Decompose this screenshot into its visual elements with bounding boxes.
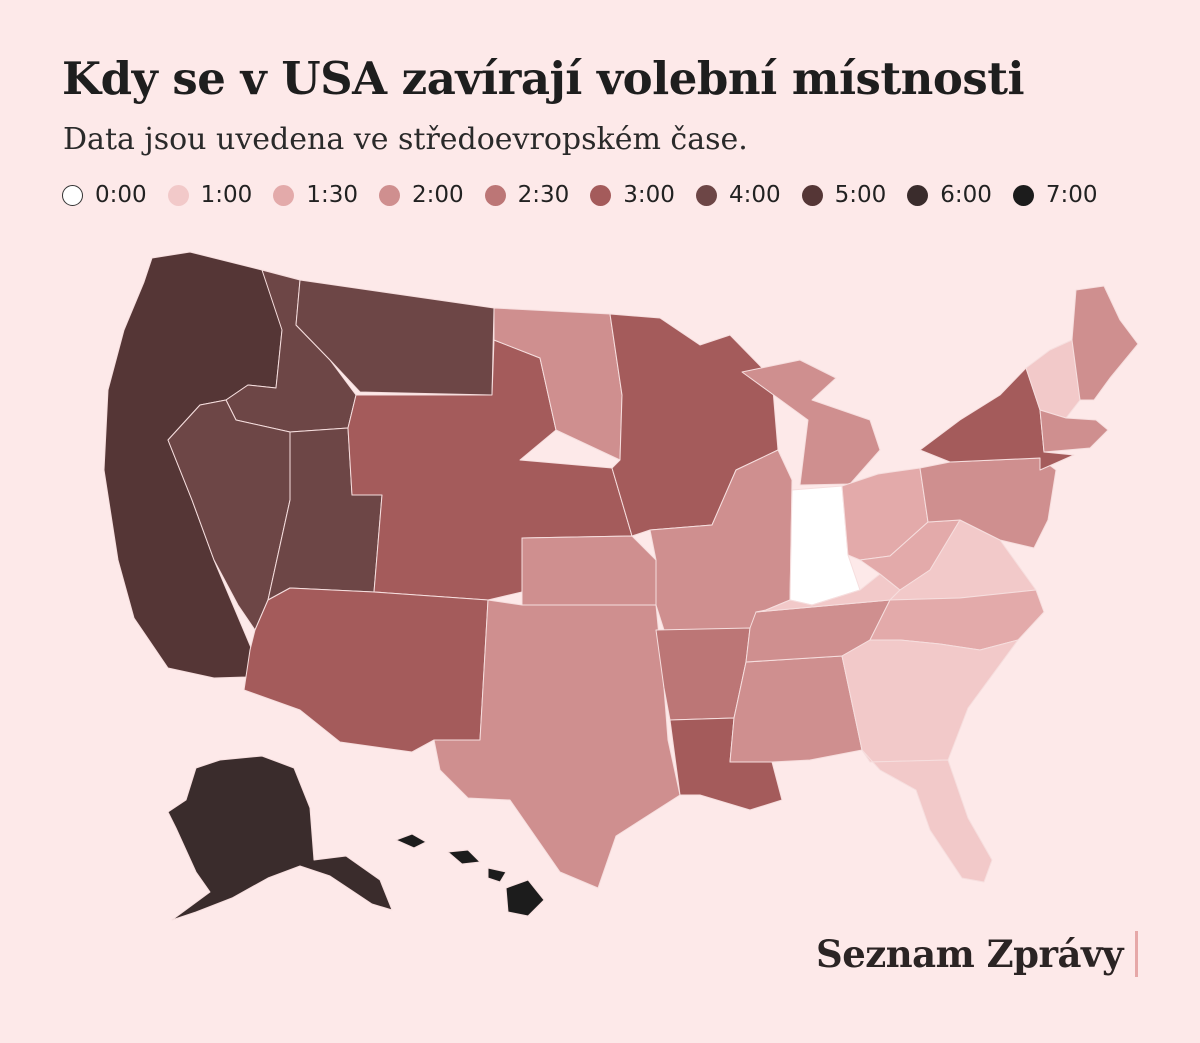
legend-swatch	[378, 184, 400, 206]
legend-swatch	[695, 184, 717, 206]
legend-swatch	[273, 184, 295, 206]
legend-item: 1:30	[273, 182, 358, 208]
legend-label: 5:00	[834, 182, 887, 208]
map-title: Kdy se v USA zavírají volební místnosti	[62, 52, 1025, 105]
region-mississippi-alabama	[729, 655, 863, 763]
legend-item: 2:00	[378, 182, 464, 208]
region-maine	[1071, 285, 1139, 401]
legend-item: 7:00	[1012, 182, 1098, 208]
region-kansas	[521, 535, 657, 606]
legend-label: 1:30	[306, 182, 358, 208]
brand-bar	[1135, 931, 1138, 977]
region-alaska	[167, 755, 393, 921]
brand-logo: Seznam Zprávy	[816, 931, 1138, 977]
legend-label: 3:00	[623, 182, 675, 208]
legend-swatch	[907, 184, 929, 206]
legend-item: 6:00	[907, 182, 992, 208]
legend: 0:00 1:00 1:30 2:00 2:30 3:00 4:00 5:00 …	[62, 182, 1119, 208]
region-arizona-new-mexico	[243, 587, 489, 753]
legend-label: 7:00	[1045, 182, 1098, 208]
brand-name: Seznam Zprávy	[815, 932, 1124, 976]
legend-label: 0:00	[95, 182, 147, 208]
legend-item: 0:00	[62, 182, 147, 208]
legend-label: 4:00	[728, 182, 781, 208]
region-michigan	[741, 359, 881, 486]
region-florida	[861, 749, 993, 883]
legend-item: 3:00	[590, 182, 675, 208]
region-arkansas	[655, 627, 751, 721]
region-new-england-south	[1039, 409, 1109, 453]
map-subtitle: Data jsou uvedena ve středoevropském čas…	[63, 122, 748, 157]
legend-label: 1:00	[200, 182, 253, 208]
region-georgia-south-carolina	[841, 639, 1019, 763]
legend-item: 4:00	[695, 182, 781, 208]
legend-label: 2:30	[517, 182, 570, 208]
legend-item: 2:30	[484, 182, 570, 208]
legend-label: 2:00	[411, 182, 464, 208]
legend-swatch	[484, 184, 506, 206]
region-hawaii	[395, 833, 545, 917]
legend-swatch	[62, 184, 83, 206]
legend-item: 1:00	[167, 182, 253, 208]
legend-swatch	[167, 184, 189, 206]
legend-swatch	[590, 184, 612, 206]
legend-item: 5:00	[801, 182, 887, 208]
legend-swatch	[801, 184, 823, 206]
legend-swatch	[1012, 184, 1034, 206]
legend-label: 6:00	[940, 182, 992, 208]
